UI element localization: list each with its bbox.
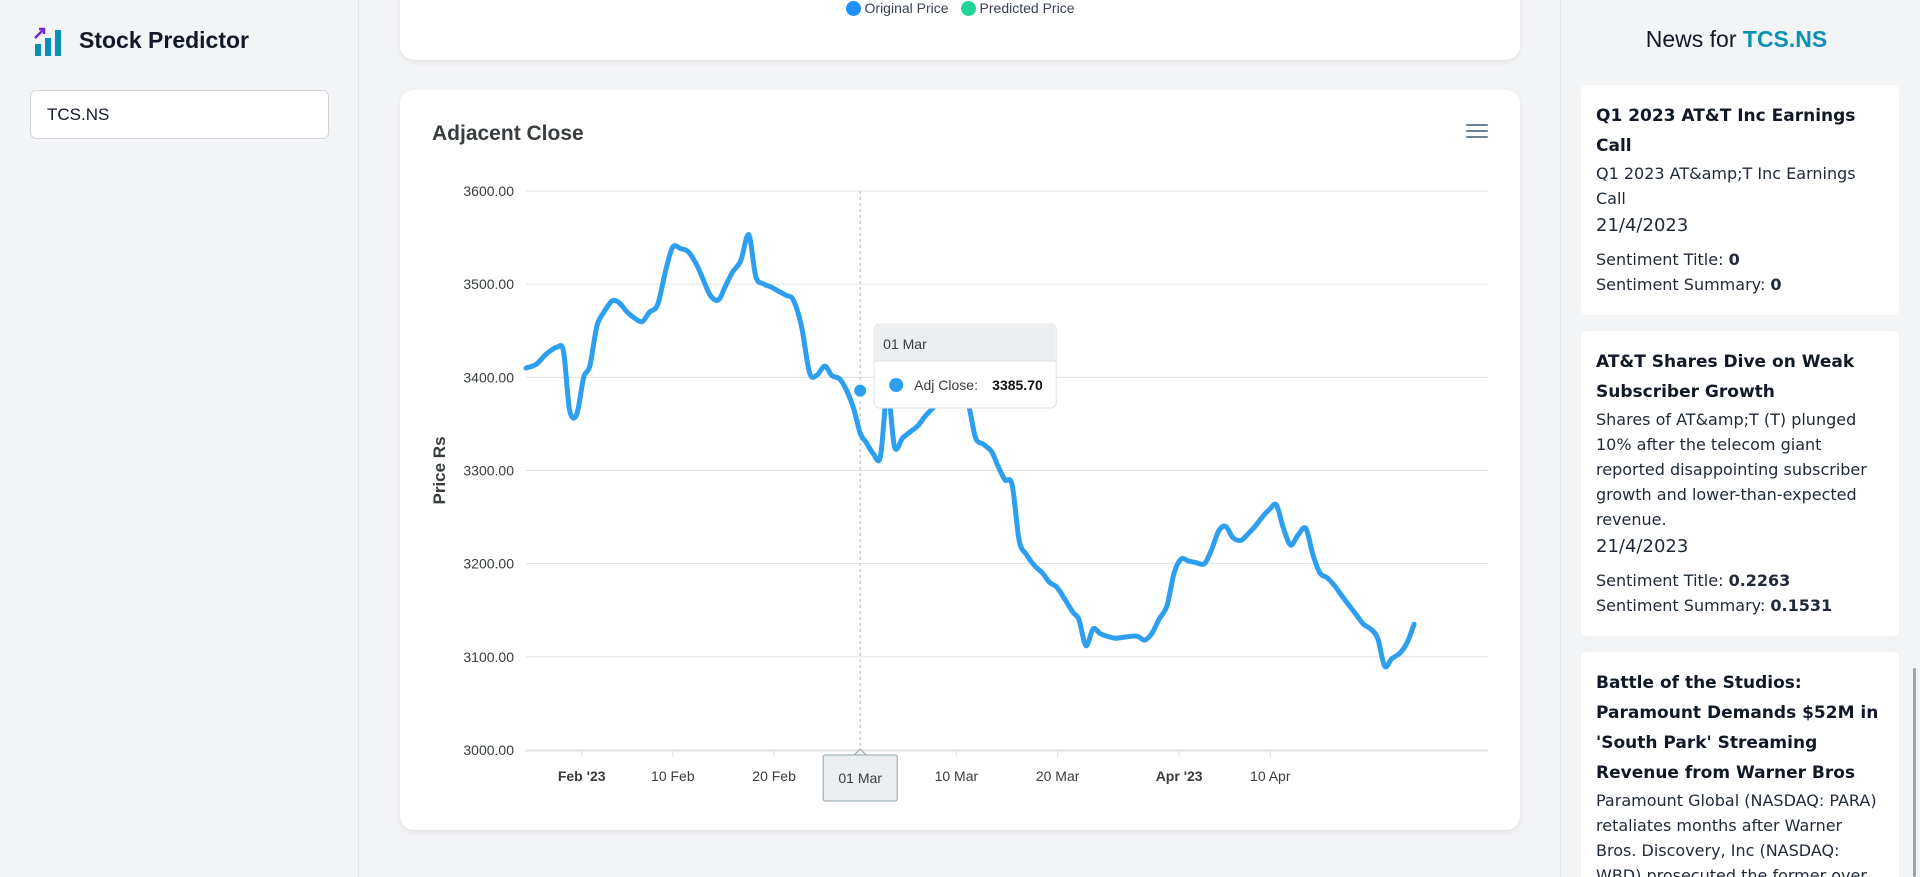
x-tick-label: 10 Apr [1250, 768, 1291, 784]
legend-item-original[interactable]: Original Price [845, 0, 949, 16]
x-tick-label: 10 Feb [651, 768, 695, 784]
news-date: 21/4/2023 [1596, 536, 1689, 557]
news-title: Q1 2023 AT&T Inc Earnings Call [1596, 106, 1856, 156]
brand: Stock Predictor [33, 24, 249, 56]
news-summary: Shares of AT&amp;T (T) plunged 10% after… [1596, 410, 1867, 529]
news-pane: News for TCS.NS Q1 2023 AT&T Inc Earning… [1560, 0, 1920, 877]
sidebar: Stock Predictor [0, 0, 359, 877]
legend-marker-original [845, 0, 861, 16]
y-tick-label: 3400.00 [463, 369, 514, 385]
x-tick-label: 20 Feb [752, 768, 796, 784]
news-card[interactable]: AT&T Shares Dive on Weak Subscriber Grow… [1581, 331, 1899, 636]
tooltip-marker [889, 378, 904, 392]
sentiment-summary-value: 0 [1770, 275, 1782, 294]
legend-marker-predicted [960, 0, 976, 16]
highlight-marker [853, 383, 868, 398]
news-summary: Paramount Global (NASDAQ: PARA) retaliat… [1596, 791, 1877, 877]
ticker-input[interactable] [30, 90, 329, 139]
y-tick-label: 3300.00 [463, 463, 514, 479]
tooltip-value: 3385.70 [992, 377, 1043, 393]
adj-close-chart-card: Adjacent Close 3000.00 3100.00 3200.00 3300… [400, 90, 1520, 830]
sentiment-title: Sentiment Title: 0.2263 [1596, 571, 1791, 590]
crosshair-label: 01 Mar [838, 770, 882, 786]
legend-label-original: Original Price [864, 0, 949, 16]
sentiment-title-value: 0 [1728, 250, 1740, 269]
sentiment-summary: Sentiment Summary: 0.1531 [1596, 596, 1833, 615]
chart-title: Adjacent Close [432, 122, 584, 145]
legend-label-predicted: Predicted Price [979, 0, 1075, 16]
news-card[interactable]: Q1 2023 AT&T Inc Earnings Call Q1 2023 AT… [1581, 85, 1899, 315]
news-title: Battle of the Studios: Paramount Demands… [1596, 673, 1879, 783]
sentiment-summary-value: 0.1531 [1770, 596, 1833, 615]
y-tick-label: 3000.00 [463, 742, 514, 758]
sentiment-title: Sentiment Title: 0 [1596, 250, 1740, 269]
news-date: 21/4/2023 [1596, 215, 1689, 236]
y-tick-label: 3600.00 [463, 183, 514, 199]
news-scrollbar[interactable] [1913, 668, 1916, 877]
x-tick-label: 20 Mar [1036, 768, 1080, 784]
news-summary: Q1 2023 AT&amp;T Inc Earnings Call [1596, 164, 1856, 208]
tooltip-header-bg [875, 325, 1056, 361]
sentiment-title-value: 0.2263 [1728, 571, 1791, 590]
legend-item-predicted[interactable]: Predicted Price [960, 0, 1075, 16]
y-tick-label: 3200.00 [463, 556, 514, 572]
news-header: News for TCS.NS [1561, 26, 1912, 53]
news-list: Q1 2023 AT&T Inc Earnings Call Q1 2023 AT… [1581, 85, 1899, 877]
news-header-prefix: News for [1645, 26, 1737, 52]
tooltip-label: Adj Close: [914, 377, 978, 393]
news-title: AT&T Shares Dive on Weak Subscriber Grow… [1596, 352, 1855, 402]
y-tick-label: 3100.00 [463, 649, 514, 665]
hamburger-menu-icon[interactable] [1466, 124, 1488, 142]
chart-legend: Original Price Predicted Price [400, 0, 1520, 16]
crosshair-label-box [822, 754, 898, 802]
x-tick-label: 10 Mar [935, 768, 979, 784]
tooltip-date: 01 Mar [883, 336, 927, 352]
app-title: Stock Predictor [79, 26, 249, 53]
y-axis-title: Price Rs [430, 436, 449, 504]
bar-chart-logo-icon [34, 27, 61, 56]
prediction-chart-card: Original Price Predicted Price [400, 0, 1520, 60]
sentiment-summary: Sentiment Summary: 0 [1596, 275, 1782, 294]
series-line-adj-close [523, 232, 1417, 670]
news-header-ticker: TCS.NS [1742, 26, 1828, 52]
adj-close-chart[interactable]: 3000.00 3100.00 3200.00 3300.00 3400.00 3500.… [400, 90, 1520, 830]
x-tick-label: Apr '23 [1156, 768, 1203, 784]
y-tick-label: 3500.00 [463, 276, 514, 292]
x-tick-label: Feb '23 [558, 768, 606, 784]
news-card[interactable]: Battle of the Studios: Paramount Demands… [1581, 652, 1899, 877]
